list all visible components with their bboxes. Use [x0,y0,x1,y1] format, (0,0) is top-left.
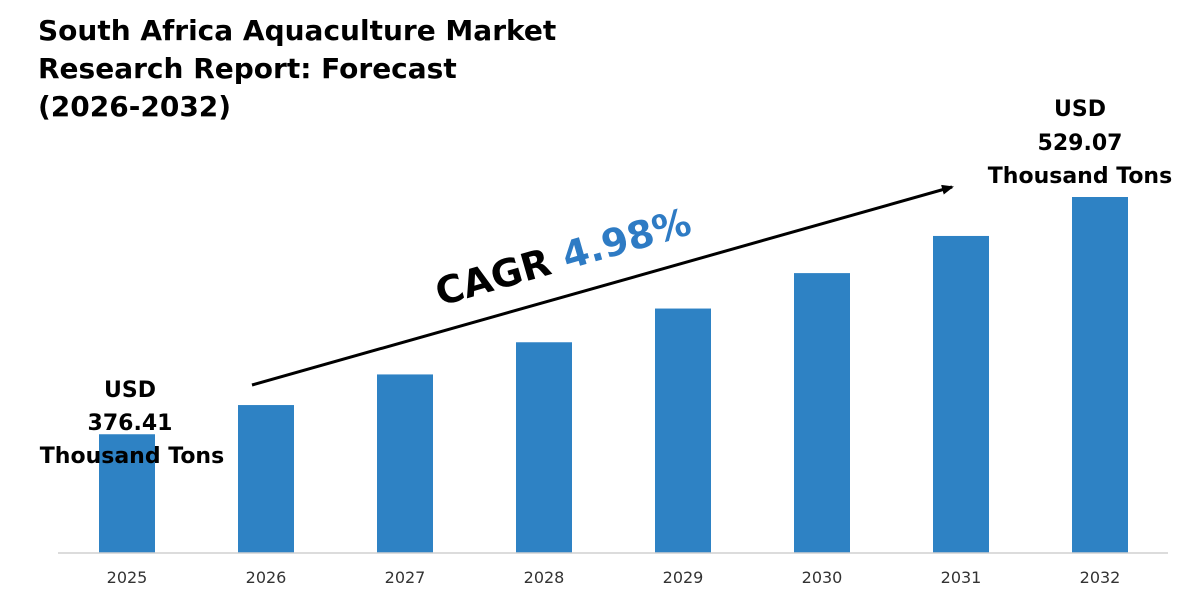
bar-2029 [655,308,711,553]
chart-title-line-2: Research Report: Forecast [38,52,457,85]
bar-2032 [1072,197,1128,553]
cagr-arrow [251,184,954,387]
chart-title-line-1: South Africa Aquaculture Market [38,14,557,47]
bar-2026 [238,405,294,553]
chart-title: South Africa Aquaculture Market Research… [38,12,558,126]
start-value-line-3: Thousand Tons [40,444,224,469]
end-value-line-1: USD [1054,97,1106,122]
x-tick-2026: 2026 [246,568,287,587]
x-tick-2028: 2028 [524,568,565,587]
bar-2031 [933,235,989,553]
bar-2027 [377,374,433,553]
start-value-line-2: 376.41 [88,411,173,436]
x-tick-2025: 2025 [107,568,148,587]
bars-group [99,197,1128,553]
x-tick-2030: 2030 [802,568,843,587]
x-tick-labels: 2025 2026 2027 2028 2029 2030 2031 2032 [107,568,1121,587]
x-tick-2027: 2027 [385,568,426,587]
end-value-annotation: USD 529.07 Thousand Tons [988,97,1172,189]
bar-2028 [516,342,572,553]
x-tick-2029: 2029 [663,568,704,587]
x-tick-2031: 2031 [941,568,982,587]
start-value-annotation: USD 376.41 Thousand Tons [40,378,224,469]
chart-title-line-3: (2026-2032) [38,90,232,123]
start-value-line-1: USD [104,378,156,403]
bar-2030 [794,273,850,553]
x-tick-2032: 2032 [1080,568,1121,587]
end-value-line-3: Thousand Tons [988,164,1172,189]
end-value-line-2: 529.07 [1038,131,1123,156]
bar-2025 [99,434,155,553]
